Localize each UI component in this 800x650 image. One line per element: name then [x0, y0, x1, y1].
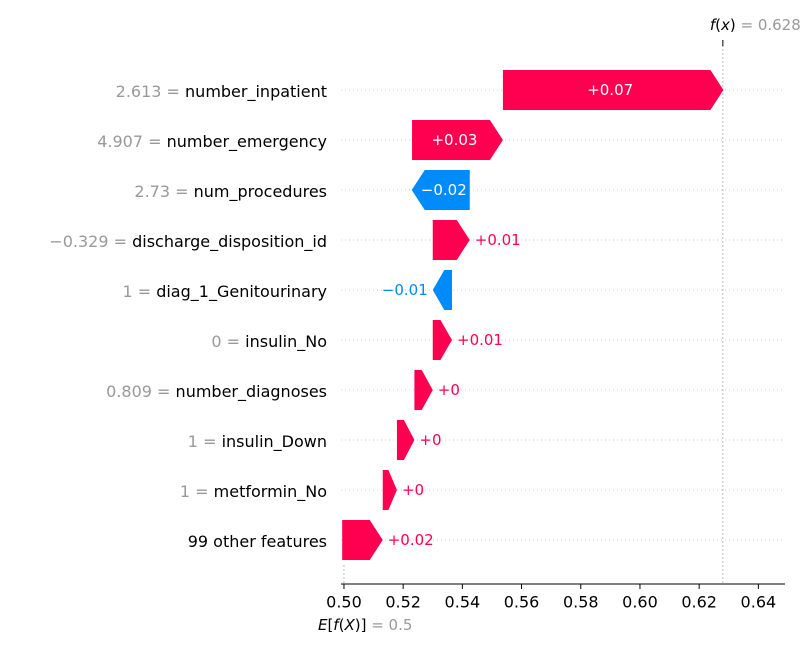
- feature-label: 1 = metformin_No: [180, 482, 327, 502]
- feature-value: 0 =: [211, 332, 245, 351]
- waterfall-bar: [432, 220, 470, 260]
- fx-label: f(x) = 0.628: [710, 16, 800, 34]
- feature-label: −0.329 = discharge_disposition_id: [49, 232, 327, 252]
- feature-value: 2.73 =: [134, 182, 193, 201]
- x-tick-label: 0.56: [504, 593, 540, 612]
- waterfall-bar: [382, 470, 397, 510]
- feature-value: −0.329 =: [49, 232, 132, 251]
- contribution-label: +0.02: [388, 531, 434, 549]
- x-tick-label: 0.58: [563, 593, 599, 612]
- feature-name: number_emergency: [167, 132, 327, 152]
- feature-label: 1 = diag_1_Genitourinary: [122, 282, 327, 302]
- feature-value: 2.613 =: [116, 82, 185, 101]
- base-value-label: E[f(X)] = 0.5: [318, 616, 412, 634]
- feature-value: 1 =: [180, 482, 214, 501]
- feature-label: 2.73 = num_procedures: [134, 182, 327, 202]
- x-tick-label: 0.50: [326, 593, 362, 612]
- contribution-label: −0.02: [421, 181, 467, 199]
- waterfall-bar: [412, 120, 503, 160]
- waterfall-bar: [411, 170, 470, 210]
- contribution-label: −0.01: [382, 281, 428, 299]
- contribution-label: +0.01: [475, 231, 521, 249]
- fx-value: = 0.628: [736, 16, 800, 34]
- feature-value: 0.809 =: [106, 382, 175, 401]
- contribution-label: +0: [438, 381, 460, 399]
- feature-name: insulin_Down: [222, 432, 327, 452]
- contribution-label: +0: [419, 431, 441, 449]
- waterfall-bar: [342, 520, 383, 560]
- feature-name: discharge_disposition_id: [132, 232, 327, 252]
- waterfall-bar: [432, 320, 452, 360]
- feature-label: 1 = insulin_Down: [188, 432, 327, 452]
- base-value: = 0.5: [366, 616, 412, 634]
- contribution-label: +0.03: [431, 131, 477, 149]
- contribution-label: +0.07: [587, 81, 633, 99]
- feature-label: 4.907 = number_emergency: [97, 132, 327, 152]
- feature-value: 4.907 =: [97, 132, 166, 151]
- feature-name: diag_1_Genitourinary: [156, 282, 327, 302]
- feature-value: 1 =: [122, 282, 156, 301]
- feature-name: 99 other features: [188, 532, 327, 551]
- x-tick-label: 0.64: [741, 593, 777, 612]
- feature-name: insulin_No: [245, 332, 327, 352]
- waterfall-bar: [396, 420, 415, 460]
- feature-label: 0 = insulin_No: [211, 332, 327, 352]
- feature-value: 1 =: [188, 432, 222, 451]
- feature-name: metformin_No: [214, 482, 327, 502]
- x-tick-label: 0.62: [681, 593, 717, 612]
- x-tick-label: 0.60: [622, 593, 658, 612]
- x-tick-label: 0.52: [385, 593, 421, 612]
- feature-name: number_diagnoses: [176, 382, 327, 402]
- feature-name: num_procedures: [194, 182, 327, 202]
- feature-name: number_inpatient: [185, 82, 327, 102]
- feature-label: 99 other features: [188, 532, 327, 551]
- contribution-label: +0.01: [457, 331, 503, 349]
- feature-label: 0.809 = number_diagnoses: [106, 382, 327, 402]
- x-tick-label: 0.54: [445, 593, 481, 612]
- waterfall-bar: [502, 70, 724, 110]
- feature-label: 2.613 = number_inpatient: [116, 82, 327, 102]
- waterfall-bar: [414, 370, 433, 410]
- waterfall-bar: [432, 270, 452, 310]
- contribution-label: +0: [402, 481, 424, 499]
